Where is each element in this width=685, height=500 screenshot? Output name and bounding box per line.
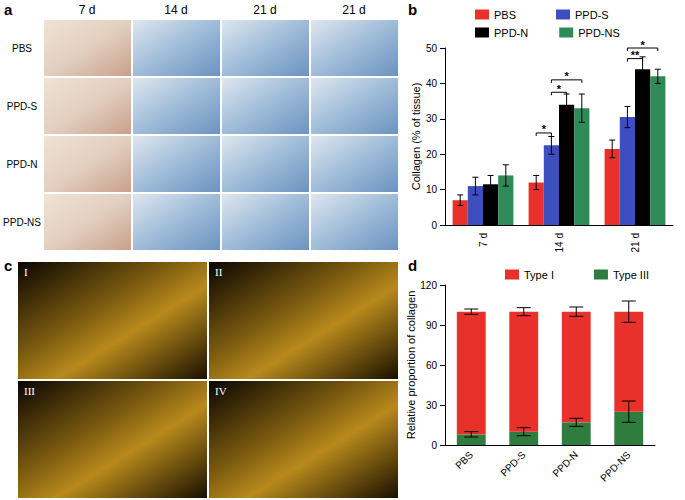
svg-text:*: * <box>640 39 645 51</box>
svg-text:PPD-NS: PPD-NS <box>578 27 620 39</box>
svg-text:60: 60 <box>426 360 438 371</box>
svg-text:II: II <box>215 266 223 278</box>
svg-text:PPD-N: PPD-N <box>550 449 580 479</box>
svg-text:7 d: 7 d <box>79 3 96 17</box>
svg-text:**: ** <box>631 49 640 61</box>
svg-text:PPD-NS: PPD-NS <box>598 449 633 484</box>
svg-text:Collagen (% of tissue): Collagen (% of tissue) <box>410 83 422 191</box>
svg-text:Type I: Type I <box>524 269 554 281</box>
svg-text:PPD-NS: PPD-NS <box>3 217 41 228</box>
svg-text:21 d: 21 d <box>342 3 365 17</box>
svg-text:21 d: 21 d <box>253 3 276 17</box>
svg-text:120: 120 <box>420 280 437 291</box>
svg-text:21 d: 21 d <box>630 233 641 252</box>
svg-text:0: 0 <box>431 440 437 451</box>
svg-text:PPD-S: PPD-S <box>7 101 38 112</box>
svg-text:b: b <box>408 1 417 18</box>
svg-text:7 d: 7 d <box>478 233 489 247</box>
svg-text:20: 20 <box>426 149 438 160</box>
svg-text:I: I <box>24 266 28 278</box>
svg-text:PPD-N: PPD-N <box>494 27 528 39</box>
svg-text:Type III: Type III <box>613 269 649 281</box>
svg-text:30: 30 <box>426 113 438 124</box>
svg-text:a: a <box>4 1 13 18</box>
svg-text:III: III <box>24 385 35 397</box>
svg-text:*: * <box>542 123 547 135</box>
svg-text:d: d <box>408 257 417 274</box>
svg-text:14 d: 14 d <box>554 233 565 252</box>
svg-text:30: 30 <box>426 400 438 411</box>
svg-text:PBS: PBS <box>12 43 32 54</box>
svg-text:PPD-N: PPD-N <box>6 159 37 170</box>
svg-text:PBS: PBS <box>494 9 516 21</box>
svg-text:Relative proportion of collage: Relative proportion of collagen <box>405 291 417 440</box>
svg-text:*: * <box>564 70 569 82</box>
svg-text:PBS: PBS <box>453 449 475 471</box>
svg-text:IV: IV <box>215 385 227 397</box>
svg-text:c: c <box>4 257 12 274</box>
svg-text:40: 40 <box>426 78 438 89</box>
svg-text:*: * <box>557 83 562 95</box>
svg-text:14 d: 14 d <box>164 3 187 17</box>
svg-text:PPD-S: PPD-S <box>575 9 609 21</box>
svg-text:90: 90 <box>426 320 438 331</box>
svg-text:PPD-S: PPD-S <box>498 449 528 479</box>
svg-text:50: 50 <box>426 43 438 54</box>
svg-text:0: 0 <box>431 220 437 231</box>
svg-text:10: 10 <box>426 184 438 195</box>
